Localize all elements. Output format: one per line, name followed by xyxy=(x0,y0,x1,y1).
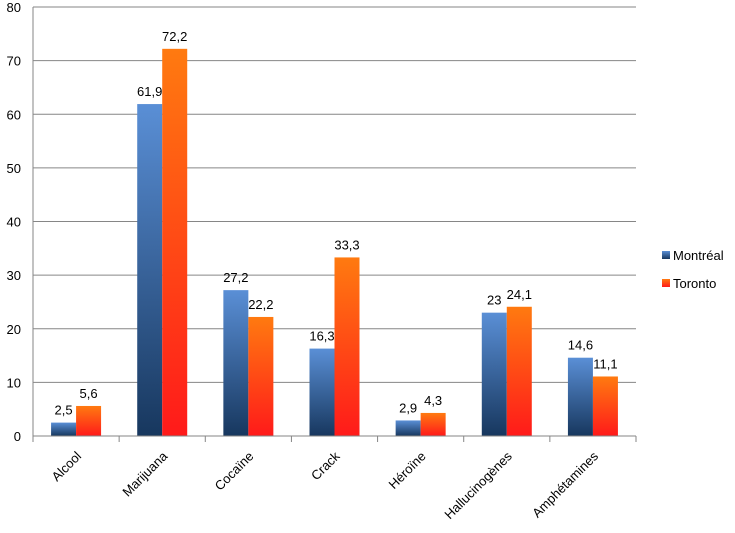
bar-toronto xyxy=(248,316,274,436)
legend: Montréal Toronto xyxy=(662,248,724,291)
data-label: 2,9 xyxy=(399,400,417,415)
y-tick-label: 20 xyxy=(7,322,21,337)
data-label: 61,9 xyxy=(137,84,162,99)
data-label: 33,3 xyxy=(334,237,359,252)
y-tick-label: 30 xyxy=(7,268,21,283)
bar-montreal xyxy=(395,420,421,436)
category-label: Marijuana xyxy=(119,448,171,500)
bar-toronto xyxy=(162,48,188,436)
data-label: 4,3 xyxy=(424,393,442,408)
data-label: 5,6 xyxy=(80,386,98,401)
legend-item: Toronto xyxy=(662,276,716,291)
data-label: 72,2 xyxy=(162,29,187,44)
y-tick-label: 60 xyxy=(7,107,21,122)
data-label: 16,3 xyxy=(309,329,334,344)
y-tick-label: 80 xyxy=(7,0,21,15)
y-axis-ticks: 0 10 20 30 40 50 60 70 80 xyxy=(7,0,21,444)
data-label: 2,5 xyxy=(55,403,73,418)
data-labels: 2,5 5,6 61,9 72,2 27,222,2 16,3 33,3 2,9 4,3 23 24… xyxy=(55,29,618,418)
data-label: 11,1 xyxy=(593,356,617,371)
category-label: Alcool xyxy=(49,448,85,484)
bar-toronto xyxy=(506,306,532,436)
legend-item: Montréal xyxy=(662,248,724,263)
category-label: Amphétamines xyxy=(529,448,601,520)
data-label: 23 xyxy=(487,293,501,308)
legend-label: Montréal xyxy=(673,248,724,263)
legend-swatch xyxy=(662,279,670,287)
data-label: 14,6 xyxy=(568,338,593,353)
data-label: 24,1 xyxy=(507,287,532,302)
bar-toronto xyxy=(76,405,102,436)
bar-montreal xyxy=(481,312,507,436)
y-tick-label: 40 xyxy=(7,215,21,230)
data-label: 22,2 xyxy=(248,297,273,312)
bar-toronto xyxy=(592,376,618,436)
bar-montreal xyxy=(567,357,593,436)
y-tick-label: 70 xyxy=(7,54,21,69)
bar-montreal xyxy=(223,290,249,436)
bar-montreal xyxy=(309,348,335,436)
bar-toronto xyxy=(420,412,446,436)
bar-toronto xyxy=(334,257,360,436)
bars xyxy=(51,48,618,436)
axes xyxy=(32,7,637,442)
category-label: Crack xyxy=(308,448,343,483)
bar-montreal xyxy=(137,104,163,436)
category-label: Hallucinogènes xyxy=(441,448,515,522)
y-tick-label: 0 xyxy=(14,429,21,444)
category-label: Héroïne xyxy=(385,449,428,492)
y-tick-label: 50 xyxy=(7,161,21,176)
bar-montreal xyxy=(51,422,77,436)
category-label: Cocaïne xyxy=(212,449,257,494)
x-axis-categories: Alcool Marijuana Cocaïne Crack Héroïne Halluc… xyxy=(49,448,602,522)
legend-swatch xyxy=(662,251,670,259)
legend-label: Toronto xyxy=(673,276,716,291)
y-tick-label: 10 xyxy=(7,375,21,390)
data-label: 27,2 xyxy=(223,270,248,285)
